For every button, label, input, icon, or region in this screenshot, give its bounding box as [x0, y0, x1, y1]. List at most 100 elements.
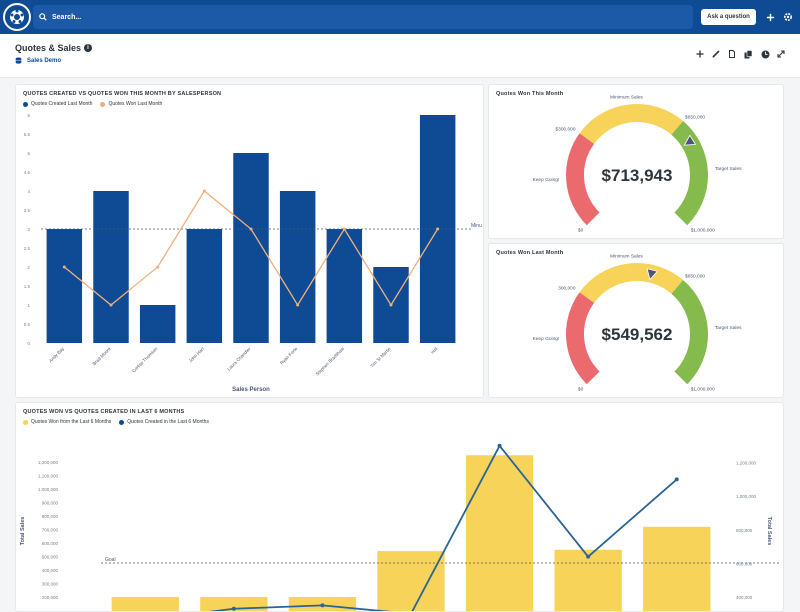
x-tick-label: Tim St Martin: [369, 346, 392, 369]
gauge-chart: $713,943$0$1,000,000$300,000$650,000Keep…: [489, 85, 784, 239]
gauge-tick-label: $300,000: [555, 126, 575, 132]
y-tick-label: 800,000: [42, 514, 59, 519]
y-tick-label: 4: [27, 189, 30, 194]
database-icon: [15, 57, 22, 64]
bar: [187, 229, 222, 343]
bar: [112, 597, 179, 612]
y-tick-label: 3.5: [24, 208, 31, 213]
y-tick-label: 600,000: [42, 541, 59, 546]
line-point: [250, 228, 253, 231]
gauge-max-label: $1,000,000: [691, 228, 715, 234]
plus-icon: [766, 13, 775, 22]
y2-axis-label: Total Sales: [766, 517, 772, 546]
line-point: [436, 228, 439, 231]
gauge-value: $549,562: [602, 325, 673, 344]
gauge-segment-label: Target Sales: [715, 325, 742, 331]
bar: [140, 305, 175, 343]
x-tick-label: null: [430, 346, 438, 354]
x-tick-label: Ryan Forte: [279, 346, 299, 366]
gauge-segment-yellow: [587, 113, 677, 139]
bar: [554, 550, 621, 612]
gauge-tick-label: $650,000: [685, 115, 705, 121]
y-tick-label: 700,000: [42, 528, 59, 533]
y-axis-label: Total Sales: [20, 517, 26, 546]
x-tick-label: Andy Bay: [48, 346, 66, 364]
bar: [377, 551, 444, 612]
line-point: [586, 555, 590, 559]
y-tick-label: 1,200,000: [38, 460, 59, 465]
line-point: [320, 603, 324, 607]
pencil-icon: [712, 50, 720, 58]
new-item-button[interactable]: [763, 10, 777, 24]
bar: [93, 191, 128, 343]
y-tick-label: 0: [27, 341, 30, 346]
bar: [327, 229, 362, 343]
bar: [280, 191, 315, 343]
y-tick-label: 500,000: [42, 555, 59, 560]
line-point: [156, 266, 159, 269]
y-tick-label: 400,000: [42, 568, 59, 573]
line-point: [296, 304, 299, 307]
gauge-min-label: $0: [578, 387, 584, 393]
y-tick-label: 1: [27, 303, 30, 308]
y2-tick-label: 800,000: [736, 528, 753, 533]
y2-tick-label: 1,000,000: [736, 494, 757, 499]
line-point: [232, 607, 236, 611]
x-tick-label: Brad Moore: [92, 346, 113, 367]
y-tick-label: 1,000,000: [38, 487, 59, 492]
auto-refresh-button[interactable]: [760, 49, 770, 59]
gauge-value: $713,943: [602, 166, 673, 185]
page-title: Quotes & Sales: [15, 43, 81, 53]
expand-icon: [777, 50, 785, 58]
add-card-button[interactable]: [695, 49, 705, 59]
gear-icon: [783, 12, 793, 22]
copy-button[interactable]: [743, 49, 753, 59]
y-tick-label: 900,000: [42, 501, 59, 506]
ask-question-button[interactable]: Ask a question: [701, 9, 756, 25]
app-logo[interactable]: [3, 3, 31, 31]
y2-tick-label: 600,000: [736, 561, 753, 566]
y-tick-label: 6: [27, 113, 30, 118]
bar: [47, 229, 82, 343]
revision-history-button[interactable]: [727, 49, 737, 59]
x-tick-label: Laura Chandler: [226, 346, 252, 372]
gauge-tick-label: $650,000: [685, 274, 705, 280]
y-tick-label: 200,000: [42, 595, 59, 600]
y-tick-label: 5.5: [24, 132, 31, 137]
y2-tick-label: 400,000: [736, 595, 753, 600]
y-tick-label: 1.5: [24, 284, 31, 289]
gauge-tick-label: 300,000: [558, 285, 576, 291]
y-tick-label: 2.5: [24, 246, 31, 251]
collection-name: Sales Demo: [27, 58, 61, 64]
gauge-segment-label: Target Sales: [715, 166, 742, 172]
gauge-segment-label: Minimum Sales: [610, 254, 643, 260]
gauge-segment-red: [575, 298, 593, 378]
line-point: [390, 304, 393, 307]
x-tick-label: Corliss Thomson: [131, 346, 159, 374]
y2-tick-label: 1,200,000: [736, 461, 757, 466]
gauge-segment-label: Minimum Sales: [610, 95, 643, 101]
dashboard-header: Quotes & Sales i Sales Demo: [0, 34, 800, 78]
search-input[interactable]: Search...: [33, 5, 693, 29]
bar: [643, 527, 710, 612]
edit-button[interactable]: [711, 49, 721, 59]
clock-icon: [761, 50, 770, 59]
info-icon[interactable]: i: [84, 44, 92, 52]
plus-icon: [696, 50, 704, 58]
gauge-card-this-month: Quotes Won This Month $713,943$0$1,000,0…: [488, 84, 784, 239]
six-month-combo-chart: 200,000300,000400,000500,000600,000700,0…: [16, 403, 784, 612]
line-point: [203, 190, 206, 193]
y-tick-label: 4.5: [24, 170, 31, 175]
y-tick-label: 1,100,000: [38, 474, 59, 479]
gauge-max-label: $1,000,000: [691, 387, 715, 393]
copy-icon: [744, 50, 753, 59]
fullscreen-button[interactable]: [776, 49, 786, 59]
logo-icon: [8, 8, 26, 26]
bar: [466, 455, 533, 612]
settings-button[interactable]: [781, 10, 795, 24]
top-nav-bar: Search... Ask a question: [0, 0, 800, 34]
line-point: [498, 444, 502, 448]
gauge-segment-label: Keep Going!: [533, 177, 560, 183]
collection-link[interactable]: Sales Demo: [15, 57, 61, 64]
